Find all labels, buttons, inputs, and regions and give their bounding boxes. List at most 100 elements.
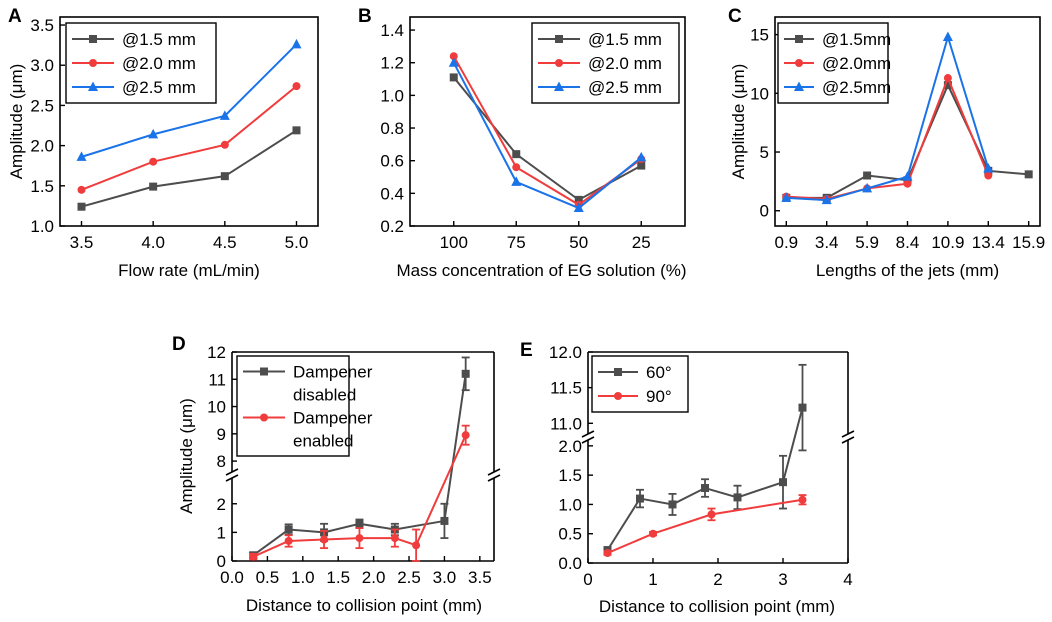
legend-marker: [89, 35, 97, 43]
legend-marker: [89, 59, 97, 67]
x-tick-label: 25: [632, 233, 651, 252]
x-tick-label: 0.9: [774, 233, 798, 252]
series-line: [81, 129, 298, 208]
legend-entry: @2.0 mm: [72, 54, 196, 73]
y-tick-label: 1.0: [30, 217, 54, 236]
series-line: [607, 498, 803, 554]
panel-b-series-3: [448, 57, 647, 213]
legend-marker: [555, 59, 563, 67]
y-tick-label: 3.5: [30, 16, 54, 35]
panel-a-series-2: [77, 82, 301, 194]
legend-entry: Dampener disabled: [243, 363, 373, 405]
data-point: [77, 202, 86, 211]
x-tick-label: 1.5: [326, 568, 350, 587]
x-axis-label: Mass concentration of EG solution (%): [396, 261, 686, 280]
y-tick-label: 10: [207, 398, 226, 417]
data-point: [291, 38, 302, 49]
series-line: [786, 33, 990, 202]
y-tick-label: 11.5: [550, 379, 582, 398]
legend-label: Dampener: [293, 409, 373, 428]
x-axis-label: Lengths of the jets (mm): [816, 261, 999, 280]
y-tick-label: 8: [217, 452, 226, 471]
data-point: [355, 519, 364, 528]
data-point: [902, 171, 913, 181]
data-point: [701, 484, 709, 493]
legend-label: @2.0 mm: [122, 54, 196, 73]
y-tick-label: 11.0: [550, 414, 582, 433]
panel-label: D: [172, 334, 186, 355]
legend-box: [236, 355, 350, 457]
axis-break-mark: [841, 436, 855, 444]
x-tick-label: 100: [440, 233, 468, 252]
axis-break-mark: [581, 430, 595, 438]
data-point: [943, 74, 952, 83]
x-tick-label: 3.5: [70, 233, 94, 252]
series-line: [81, 43, 298, 158]
data-point: [983, 162, 994, 173]
y-tick-label: 0.4: [380, 184, 404, 203]
data-point: [984, 171, 993, 180]
legend-entry: @2.5mm: [784, 78, 891, 97]
x-tick-label: 10.9: [931, 233, 964, 252]
axis-break-mark: [487, 474, 501, 482]
legend-marker: [88, 81, 98, 91]
legend-entry: @2.5 mm: [538, 78, 662, 97]
x-tick-label: 5.0: [285, 233, 309, 252]
data-point: [448, 57, 459, 67]
x-tick-label: 15.9: [1012, 233, 1045, 252]
panel-a-series-3: [76, 38, 302, 161]
x-tick-label: 50: [569, 233, 588, 252]
panel-label: E: [520, 340, 533, 361]
y-tick-label: 1.5: [30, 177, 54, 196]
legend-entry: @2.0 mm: [538, 54, 662, 73]
legend-label: @2.0mm: [822, 54, 891, 73]
panel-label: A: [8, 6, 22, 27]
legend-label: @2.5 mm: [122, 78, 196, 97]
data-point: [292, 126, 301, 135]
y-axis-label: Amplitude (μm): [7, 64, 26, 180]
legend-marker: [260, 413, 268, 422]
y-tick-label: 5: [760, 143, 769, 162]
axis-break-mark: [225, 468, 239, 476]
y-tick-label: 2.5: [30, 96, 54, 115]
data-point: [637, 161, 646, 170]
data-point: [148, 128, 159, 139]
panel-e-series-2: [603, 494, 807, 558]
plot-frame: [59, 16, 319, 227]
data-point: [798, 403, 807, 412]
data-point: [798, 495, 807, 504]
data-point: [76, 151, 87, 161]
panel-d-series-2: [249, 424, 470, 562]
legend-label: disabled: [293, 386, 356, 405]
legend-label: @1.5 mm: [588, 30, 662, 49]
legend-entry: 60°: [598, 363, 672, 382]
y-tick-label: 2: [217, 495, 226, 514]
legend-entry: @2.0mm: [784, 54, 891, 73]
legend-marker: [614, 368, 622, 376]
legend-label: @2.0 mm: [588, 54, 662, 73]
y-tick-label: 3.0: [30, 56, 54, 75]
legend-label: @1.5 mm: [122, 30, 196, 49]
data-point: [320, 535, 329, 544]
data-point: [390, 534, 399, 543]
y-tick-label: 12.0: [549, 343, 582, 362]
legend-entry: @2.5 mm: [72, 78, 196, 97]
y-tick-label: 0.8: [380, 119, 404, 138]
x-tick-label: 0: [583, 570, 592, 589]
data-point: [440, 516, 449, 525]
x-tick-label: 2: [713, 570, 722, 589]
data-point: [574, 195, 583, 204]
series-line: [81, 85, 298, 191]
x-tick-label: 0.5: [256, 568, 280, 587]
y-tick-label: 9: [217, 425, 226, 444]
legend-marker: [795, 59, 803, 67]
data-point: [461, 369, 470, 378]
data-point: [77, 185, 86, 194]
legend-label: Dampener: [293, 363, 373, 382]
y-tick-label: 15: [750, 26, 769, 45]
legend-entry: @1.5 mm: [538, 30, 662, 49]
y-tick-label: 2.0: [30, 137, 54, 156]
plot-frame: [409, 16, 686, 227]
legend-marker: [555, 35, 563, 43]
